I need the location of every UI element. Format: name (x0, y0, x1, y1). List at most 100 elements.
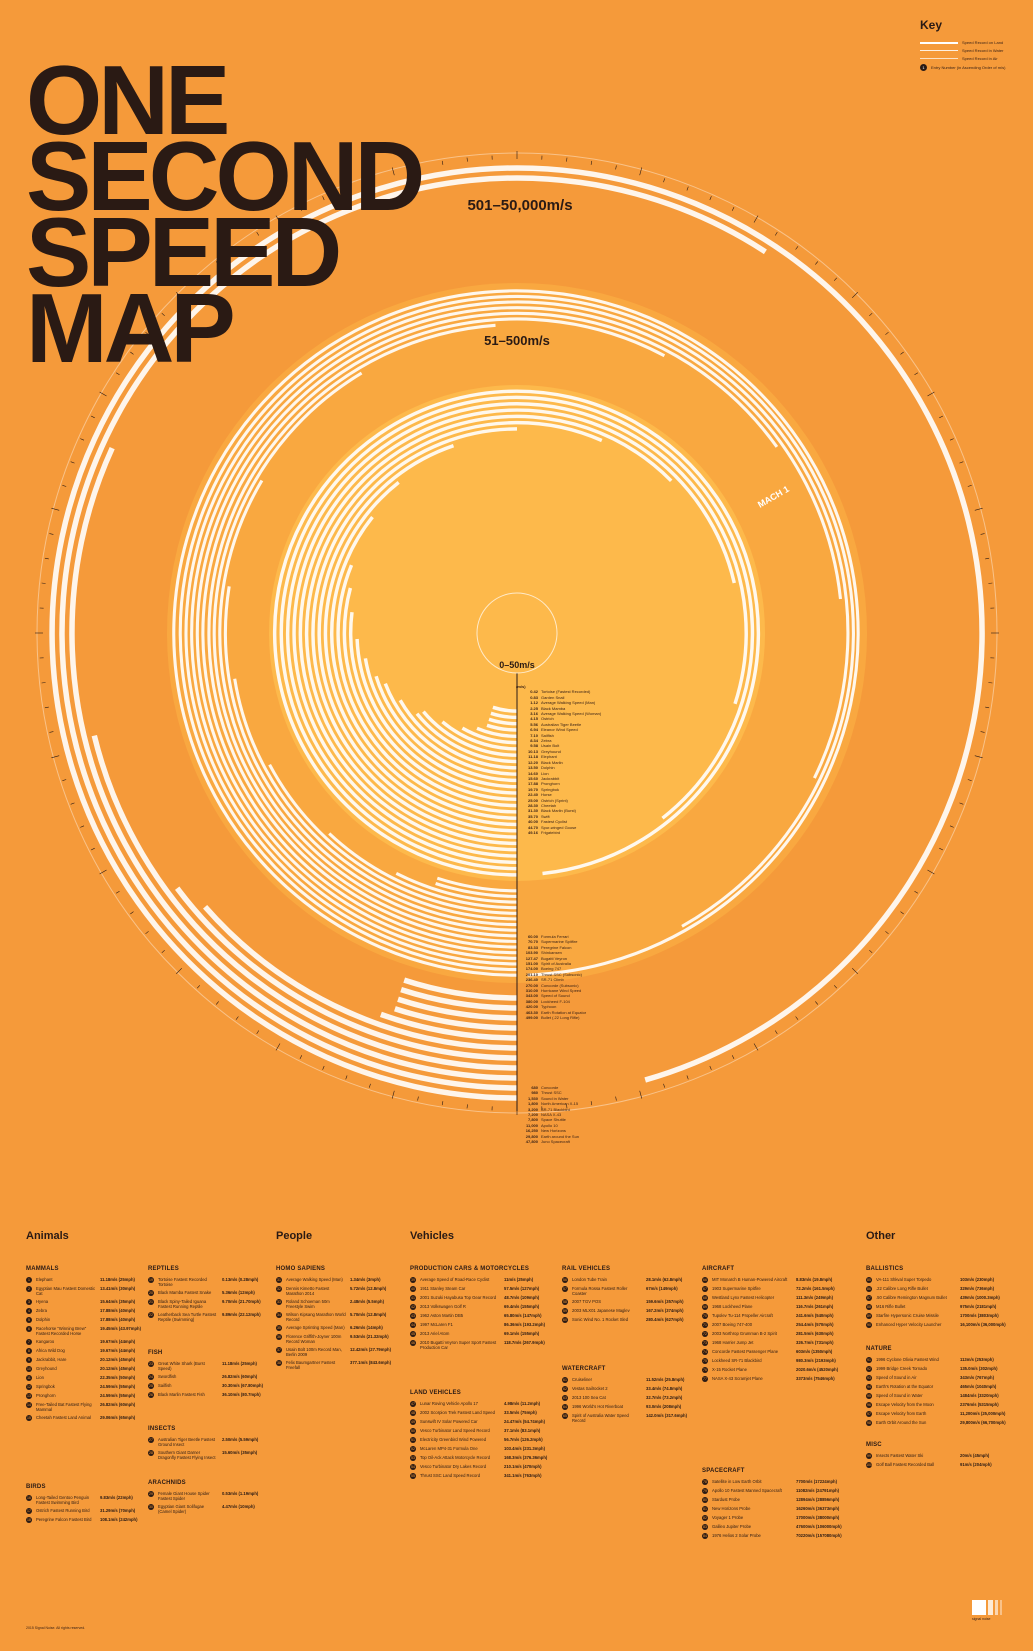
entry-speed: 167.2m/s (374mph) (646, 1308, 684, 1313)
legend-row: 499.00 Bullet (.22 Long Rifle) (516, 1015, 586, 1020)
outer-tick (639, 1090, 643, 1099)
entry-speed: 29.06m/s (65mph) (100, 1415, 136, 1420)
outer-tick (70, 461, 75, 464)
inner-speed-arc (285, 402, 748, 865)
entry-name: Black Mamba Fastest Snake (158, 1290, 212, 1295)
entry-name: Earth's Rotation at the Equator (876, 1384, 934, 1389)
legend-row: 7,800 Space Shuttle (516, 1117, 579, 1122)
legend-text: Space Shuttle (541, 1117, 566, 1123)
middle-legend: 60.00 Formula Ferrari 70.70 Supermarine Spi… (516, 934, 586, 1021)
entry-number-badge: 8 (26, 1348, 32, 1354)
legend-text: Ostrich (Sprint) (541, 797, 568, 803)
legend-row: 980 Thrust SSC (516, 1090, 579, 1095)
outer-tick (927, 391, 935, 397)
entry-speed: 4.98m/s (11.2mph) (504, 1401, 541, 1406)
legend-value: 16,250 (525, 1128, 538, 1134)
entry-number-badge: 83 (702, 1524, 708, 1530)
entry-name: 2001 Suzuki Hayabusa Top Gear Record (420, 1295, 497, 1300)
legend-head: (m/s) (516, 684, 526, 689)
legend-value: 7,200 (527, 1112, 538, 1118)
entry-number-badge: 98 (866, 1420, 872, 1426)
legend-value: 499.00 (525, 1015, 538, 1021)
legend-text: Boeing 747 (541, 966, 562, 972)
outer-tick (985, 557, 990, 560)
entry-number-badge: 69 (702, 1304, 708, 1310)
legend-text: Earth Rotation at Equator (541, 1009, 587, 1015)
legend-text: Bugatti Veyron (541, 955, 568, 961)
legend-value: 270.00 (525, 982, 538, 988)
outer-tick (615, 165, 617, 170)
legend-value: 343.00 (525, 993, 538, 999)
outer-speed-arc (69, 446, 518, 1081)
entry-number-badge: 24 (148, 1374, 154, 1380)
entry-item: 64 1996 World's Hot Riverboat 93.0m/s (208… (562, 1404, 692, 1410)
legend-text: Bullet (.22 Long Rifle) (541, 1015, 580, 1021)
legend-row: 11.18 Elephant (516, 754, 601, 759)
entry-name: Black Marlin Fastest Fish (158, 1392, 205, 1397)
entry-item: 76 X-15 Rocket Plane 2020.6m/s (4520mph) (702, 1367, 842, 1373)
entry-number-badge: 61 (562, 1377, 568, 1383)
entry-item: 44 1997 McLaren F1 86.36m/s (193.2mph) (410, 1322, 550, 1328)
outer-tick (299, 1055, 303, 1060)
entry-item: 52 McLaren MP4-31 Formula One 103.4m/s (23… (410, 1446, 550, 1452)
legend-value: 60.00 (527, 934, 538, 939)
entry-speed: 30.30m/s (67.80mph) (222, 1383, 263, 1388)
center-disc (476, 592, 558, 674)
entry-speed: 113m/s (253mph) (960, 1357, 994, 1362)
entry-name: Westland Lynx Fastest Helicopter (712, 1295, 775, 1300)
entry-speed: 103.4m/s (231.3mph) (504, 1446, 545, 1451)
entry-speed: 439m/s (1000.3mph) (960, 1295, 1000, 1300)
legend-text: Typhoon (541, 1004, 557, 1010)
entry-name: X-15 Rocket Plane (712, 1367, 747, 1372)
outer-tick (99, 869, 107, 875)
entry-number-badge: 68 (702, 1295, 708, 1301)
entry-item: 46 2010 Bugatti Veyron Super Sport Fastes… (410, 1340, 550, 1350)
entry-number-badge: 74 (702, 1349, 708, 1355)
entry-name: McLaren MP4-31 Formula One (420, 1446, 478, 1451)
category-homo-sapiens: HOMO SAPIENS 31 Average Walking Speed (Man… (276, 1266, 396, 1373)
entry-number-badge: 5 (26, 1317, 32, 1323)
entry-item: 29 Female Giant House Spider Fastest Spid… (148, 1491, 268, 1501)
legend-row: 420.00 Typhoon (516, 1004, 586, 1009)
entry-name: Lockheed SR-71 Blackbird (712, 1358, 762, 1363)
entry-item: 68 Westland Lynx Fastest Helicopter 111.3m… (702, 1295, 842, 1301)
legend-text: Concorde (541, 1085, 559, 1090)
legend-text: North American X-15 (541, 1101, 579, 1107)
outer-tick (175, 967, 183, 975)
outer-tick (322, 196, 325, 201)
entry-number-badge: 79 (702, 1488, 708, 1494)
entry-speed: 280.4m/s (627mph) (646, 1317, 684, 1322)
category-rail: RAIL VEHICLES 56 London Tube Train 28.1m/s … (562, 1266, 692, 1326)
entry-speed: 24.47m/s (54.74mph) (504, 1419, 545, 1424)
entry-name: 1962 Aston Martin DB5 (420, 1313, 464, 1318)
legend-row: 11,000 Apollo 10 (516, 1123, 579, 1128)
entry-speed: 603m/s (1350mph) (796, 1349, 833, 1354)
entry-item: 94 Earth's Rotation at the Equator 465m/s … (866, 1384, 1006, 1390)
entry-name: 2007 Boeing 747-400 (712, 1322, 753, 1327)
legend-text: SR-71 Blackbird (541, 1106, 570, 1112)
entry-speed: 254.4m/s (570mph) (796, 1322, 834, 1327)
entry-item: 27 Australian Tiger Beetle Fastest Ground… (148, 1437, 268, 1447)
legend-row: 13.50 Dolphin (516, 765, 601, 770)
outer-tick (44, 706, 49, 709)
entry-number-badge: 2 (26, 1286, 32, 1292)
middle-speed-arc (195, 311, 779, 955)
entry-number-badge: 50 (410, 1428, 416, 1434)
outer-tick (615, 1096, 617, 1101)
entry-speed: 9.83m/s (22mph) (100, 1495, 133, 1500)
entry-item: 82 Voyager 1 Probe 17000m/s (38000mph) (702, 1515, 842, 1521)
entry-name: Sunswift IV Solar Powered Car (420, 1419, 478, 1424)
outer-speed-arc (403, 977, 518, 1001)
entry-item: 23 Great White Shark (Burst Speed) 11.18m/… (148, 1361, 268, 1371)
legend-row: 17.88 Pronghorn (516, 781, 601, 786)
outer-tick (49, 731, 54, 733)
entry-item: 57 Formula Rossa Fastest Roller Coaster 67… (562, 1286, 692, 1296)
outer-tick (275, 215, 281, 223)
entry-item: 91 1996 Cyclone Olivia Fastest Wind 113m/s… (866, 1357, 1006, 1363)
legend-value: 17.88 (527, 781, 538, 787)
outer-tick (914, 372, 919, 376)
entry-name: Concorde Fastest Passenger Plane (712, 1349, 779, 1354)
entry-name: 2003 MLX01 Japanese Maglev (572, 1308, 630, 1313)
entry-item: 73 1968 Harrier Jump Jet 326.7m/s (731mph) (702, 1340, 842, 1346)
entry-name: Voyager 1 Probe (712, 1515, 744, 1520)
